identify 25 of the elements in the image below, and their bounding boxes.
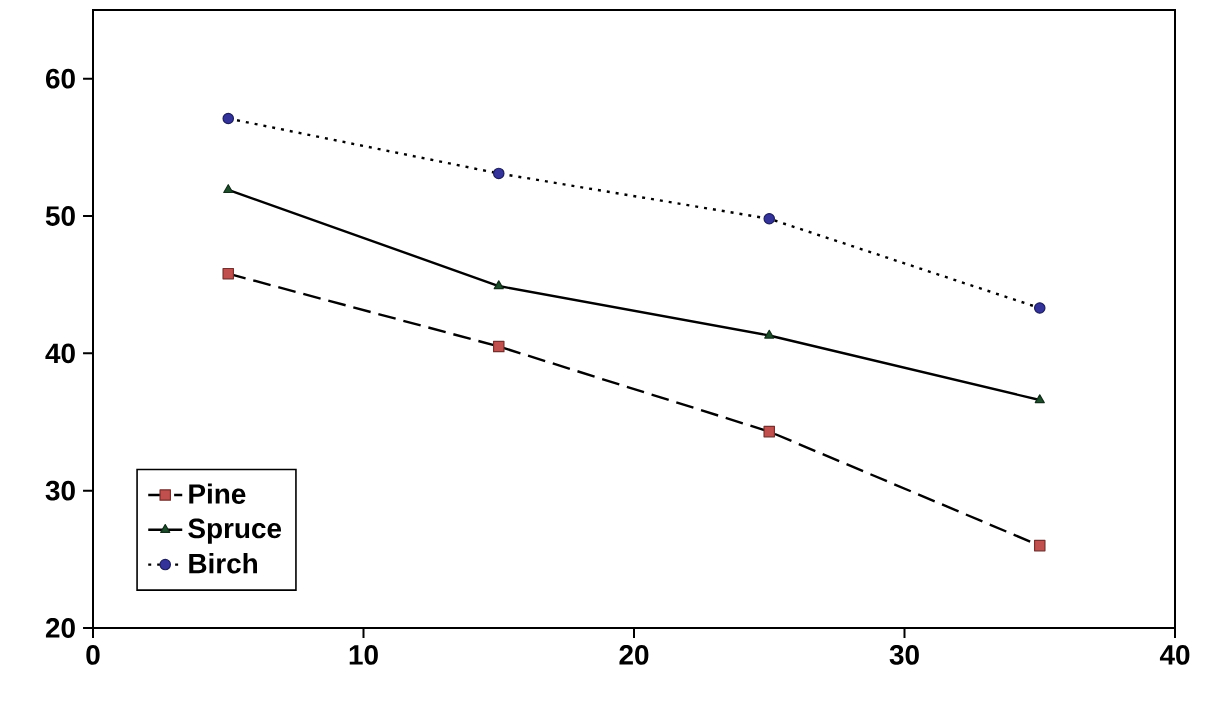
point [493, 280, 504, 290]
legend-label: Birch [189, 552, 257, 574]
x-tick-label: 40 [1159, 644, 1190, 665]
point [1033, 302, 1046, 314]
x-tick-label: 30 [889, 644, 919, 665]
point [222, 267, 235, 280]
point [222, 112, 235, 125]
legend-label: Pine [189, 483, 246, 504]
point [764, 329, 775, 339]
point [763, 212, 776, 225]
x-tick-label: 20 [619, 644, 649, 665]
x-tick-label: 0 [86, 644, 100, 665]
y-tick-label: 20 [45, 618, 75, 638]
point [763, 425, 776, 438]
y-tick-label: 30 [45, 480, 75, 501]
x-tick-label: 10 [349, 644, 378, 665]
point [1033, 539, 1046, 552]
legend-label: Spruce [188, 518, 282, 544]
point [1034, 394, 1045, 404]
y-tick-label: 60 [46, 68, 75, 89]
point [492, 167, 505, 180]
y-tick-label: 50 [45, 206, 75, 226]
point [492, 340, 505, 353]
point [223, 184, 234, 194]
y-tick-label: 40 [45, 343, 75, 364]
